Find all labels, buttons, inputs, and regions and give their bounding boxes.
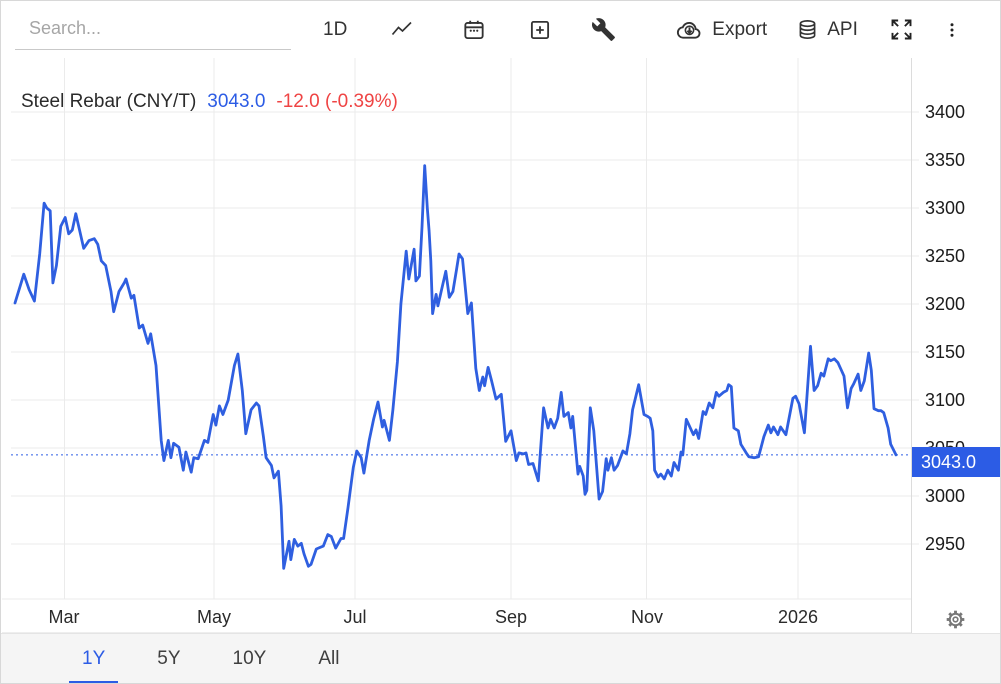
calendar-icon bbox=[464, 20, 484, 39]
instrument-title: Steel Rebar (CNY/T) bbox=[21, 91, 197, 112]
y-axis-label: 3250 bbox=[925, 246, 966, 266]
search-box bbox=[15, 10, 291, 50]
export-cloud-icon bbox=[677, 21, 701, 39]
interval-label: 1D bbox=[323, 18, 348, 40]
calendar-button[interactable] bbox=[461, 17, 487, 43]
tab-all-label: All bbox=[318, 648, 340, 669]
tab-5y[interactable]: 5Y bbox=[144, 634, 193, 683]
x-axis-label: 2026 bbox=[777, 607, 819, 627]
fullscreen-icon bbox=[891, 19, 912, 40]
chart-type-button[interactable] bbox=[387, 18, 417, 42]
y-axis-label: 3400 bbox=[925, 102, 966, 122]
api-label: API bbox=[827, 18, 858, 40]
price-change: -12.0 (-0.39%) bbox=[276, 91, 398, 112]
y-axis-label: 3150 bbox=[925, 342, 966, 362]
kebab-menu-icon bbox=[950, 22, 954, 37]
x-axis-label: Nov bbox=[630, 607, 664, 627]
y-axis-label: 3300 bbox=[925, 198, 966, 218]
tab-1y[interactable]: 1Y bbox=[69, 634, 118, 683]
gear-icon bbox=[946, 610, 964, 628]
chart-header: Steel Rebar (CNY/T) 3043.0 -12.0 (-0.39%… bbox=[21, 91, 398, 113]
x-axis-label: Sep bbox=[494, 607, 528, 627]
wrench-icon bbox=[592, 18, 616, 41]
plus-square-icon bbox=[531, 20, 550, 39]
range-selector: 1Y 5Y 10Y All bbox=[1, 633, 1000, 683]
compare-add-button[interactable] bbox=[527, 17, 553, 43]
x-axis-label: Jul bbox=[343, 607, 367, 627]
tab-5y-label: 5Y bbox=[157, 648, 181, 669]
api-button[interactable]: API bbox=[795, 17, 858, 42]
export-label: Export bbox=[712, 18, 768, 40]
search-input[interactable] bbox=[15, 17, 291, 41]
tab-all[interactable]: All bbox=[305, 634, 352, 683]
export-button[interactable]: Export bbox=[674, 17, 767, 42]
y-axis-label: 2950 bbox=[925, 534, 966, 554]
last-price: 3043.0 bbox=[207, 91, 266, 112]
toolbar: 1D bbox=[1, 1, 1000, 58]
more-menu-button[interactable] bbox=[943, 17, 961, 43]
database-icon bbox=[799, 20, 816, 39]
tools-button[interactable] bbox=[591, 17, 616, 42]
y-axis-label: 3100 bbox=[925, 390, 966, 410]
chart-settings-button[interactable] bbox=[942, 606, 968, 632]
tab-10y[interactable]: 10Y bbox=[220, 634, 280, 683]
x-axis-label: Mar bbox=[48, 607, 80, 627]
interval-button[interactable]: 1D bbox=[323, 19, 347, 41]
y-axis-label: 3350 bbox=[925, 150, 966, 170]
x-axis-label: May bbox=[196, 607, 232, 627]
last-price-badge: 3043.0 bbox=[912, 447, 1000, 477]
line-chart-icon bbox=[392, 21, 412, 35]
y-axis-label: 3000 bbox=[925, 486, 966, 506]
tab-10y-label: 10Y bbox=[232, 648, 267, 669]
fullscreen-button[interactable] bbox=[888, 16, 915, 43]
y-axis-label: 3200 bbox=[925, 294, 966, 314]
tab-1y-label: 1Y bbox=[82, 648, 106, 669]
